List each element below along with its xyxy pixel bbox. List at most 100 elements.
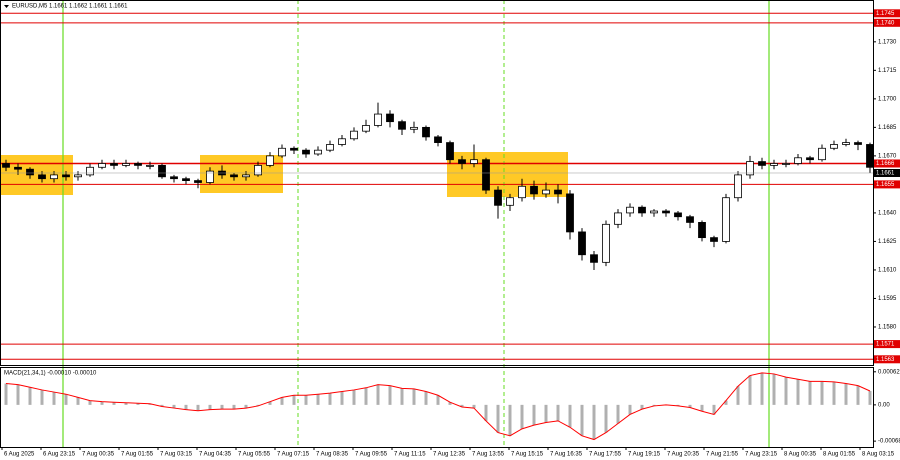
macd-bar xyxy=(244,404,248,409)
macd-bar xyxy=(100,401,104,405)
level-label: 1.1740 xyxy=(876,20,895,26)
candle-body xyxy=(434,136,442,143)
macd-bar xyxy=(592,404,596,440)
macd-bar xyxy=(472,404,476,409)
macd-bar xyxy=(256,404,260,406)
candle-body xyxy=(350,130,358,140)
candle-body xyxy=(134,163,142,166)
x-tick-label: 7 Aug 21:55 xyxy=(706,452,739,458)
macd-bar xyxy=(292,395,296,405)
macd-bar xyxy=(316,394,320,405)
candle-body xyxy=(698,222,706,239)
candle-body xyxy=(686,216,694,223)
y-tick-label: 1.1640 xyxy=(878,210,897,216)
macd-bar xyxy=(424,391,428,405)
macd-bar xyxy=(352,389,356,405)
chart-title: EURUSD,M5 1.1661 1.1662 1.1661 1.1661 xyxy=(12,4,128,10)
macd-bar xyxy=(760,372,764,405)
macd-bar xyxy=(736,386,740,405)
macd-bar xyxy=(652,404,656,406)
candle-body xyxy=(470,159,478,164)
macd-bar xyxy=(340,391,344,405)
candle-body xyxy=(398,121,406,130)
macd-bar xyxy=(616,404,620,424)
macd-bar xyxy=(700,404,704,412)
y-tick-label: 0.00062 xyxy=(878,369,900,375)
price-panel-frame xyxy=(0,0,874,366)
candle-body xyxy=(374,113,382,126)
candle-body xyxy=(734,174,742,199)
macd-bar xyxy=(556,404,560,421)
y-tick-label: 1.1670 xyxy=(878,153,897,159)
macd-bar xyxy=(400,388,404,405)
macd-bar xyxy=(544,404,548,423)
macd-bar xyxy=(4,383,8,405)
macd-bar xyxy=(40,389,44,405)
macd-bar xyxy=(148,403,152,405)
candle-body xyxy=(50,174,58,180)
candle-body xyxy=(758,161,766,166)
candle-body xyxy=(638,206,646,214)
x-tick-label: 7 Aug 08:35 xyxy=(316,452,349,458)
level-label-box xyxy=(874,9,900,18)
candle-body xyxy=(854,142,862,145)
level-label: 1.1666 xyxy=(876,161,895,167)
macd-bar xyxy=(604,404,608,433)
plot: 1.1730 1.1715 1.1700 1.1685 1.1670 1.1640 1.16… xyxy=(0,9,900,458)
candle-body xyxy=(26,168,34,176)
candle-body xyxy=(122,163,130,166)
candle-body xyxy=(614,212,622,225)
candle-body xyxy=(362,125,370,132)
macd-bar xyxy=(364,387,368,405)
candle-body xyxy=(458,159,466,164)
y-tick-label: -0.00068 xyxy=(878,439,900,445)
candle-body xyxy=(410,126,418,130)
candle-body xyxy=(254,164,262,176)
candle-body xyxy=(674,212,682,218)
last-price-label: 1.1661 xyxy=(876,171,895,177)
macd-bar xyxy=(388,385,392,405)
macd-bar xyxy=(508,404,512,436)
macd-bar xyxy=(712,404,716,415)
x-tick-label: 7 Aug 11:15 xyxy=(394,452,426,458)
macd-bar xyxy=(772,373,776,405)
level-label: 1.1563 xyxy=(876,357,895,363)
candle-body xyxy=(14,166,22,170)
macd-bar xyxy=(856,385,860,405)
candle-body xyxy=(494,189,502,206)
macd-bar xyxy=(748,375,752,405)
macd-bar xyxy=(52,392,56,405)
x-tick-label: 7 Aug 12:35 xyxy=(433,452,466,458)
macd-bar xyxy=(868,391,872,405)
macd-bar xyxy=(688,404,692,408)
level-label: 1.1571 xyxy=(876,342,895,348)
macd-bar xyxy=(184,404,188,410)
macd-bar xyxy=(724,400,728,405)
candle-body xyxy=(326,144,334,151)
x-tick-label: 7 Aug 07:15 xyxy=(277,452,310,458)
candle-body xyxy=(110,163,118,166)
menu-arrow xyxy=(4,5,9,8)
x-tick-label: 7 Aug 17:55 xyxy=(589,452,622,458)
candle-body xyxy=(278,147,286,157)
level-label-box xyxy=(874,159,900,168)
macd-bar xyxy=(784,377,788,405)
candle-body xyxy=(422,126,430,138)
y-tick-label: 1.1580 xyxy=(878,325,897,331)
candle-body xyxy=(818,147,826,161)
candle-body xyxy=(542,189,550,195)
candle-body xyxy=(626,206,634,214)
x-tick-label: 7 Aug 23:15 xyxy=(745,452,778,458)
y-tick-label: 1.1610 xyxy=(878,268,897,274)
candle-body xyxy=(650,210,658,214)
candle-body xyxy=(2,163,10,168)
y-tick-label: 0.00 xyxy=(878,402,890,408)
candle-body xyxy=(530,185,538,195)
zone xyxy=(447,152,568,197)
candle-body xyxy=(98,163,106,168)
x-tick-label: 7 Aug 04:35 xyxy=(199,452,232,458)
candle-body xyxy=(170,176,178,180)
x-tick-label: 7 Aug 20:35 xyxy=(667,452,700,458)
macd-bar xyxy=(196,404,200,411)
zone xyxy=(0,155,73,195)
